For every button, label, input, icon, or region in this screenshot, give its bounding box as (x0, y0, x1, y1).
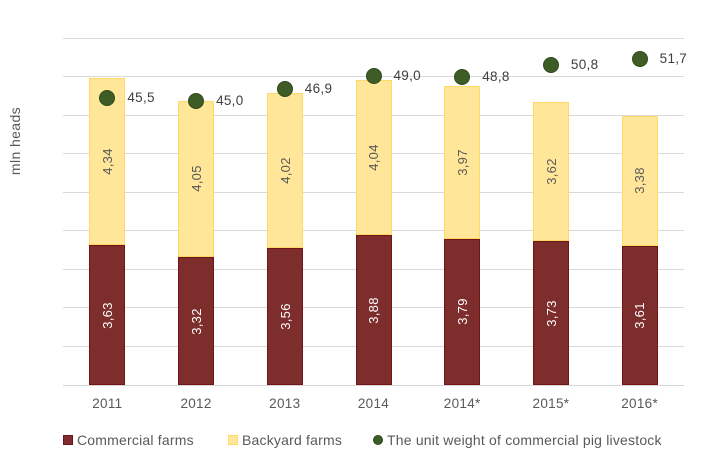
x-axis-line (63, 384, 684, 386)
legend-item-the-unit-weight-of-commercial-pig-livestock: The unit weight of commercial pig livest… (373, 431, 662, 449)
bar-segment-commercial-farms: 3,32 (178, 257, 215, 385)
bar-value-label: 3,97 (454, 149, 470, 176)
bar-value-label: 3,56 (277, 303, 293, 330)
bar-value-label-wrap: 3,73 (534, 242, 568, 384)
bar-segment-backyard-farms: 3,38 (621, 115, 658, 246)
unit-weight-value-label: 45,0 (216, 93, 244, 109)
bar-value-label-wrap: 3,32 (179, 258, 213, 384)
legend-square-swatch (228, 435, 238, 445)
unit-weight-value-label: 45,5 (127, 89, 155, 105)
bar-value-label-wrap: 3,63 (90, 246, 124, 384)
x-axis: 2011 2012 2013 2014 2014* 2015* 2016* (63, 385, 684, 415)
bar-value-label-wrap: 3,56 (268, 249, 302, 384)
bar-value-label-wrap: 3,79 (445, 240, 479, 384)
bar-value-label-wrap: 3,97 (445, 87, 479, 238)
bar-value-label-wrap: 4,02 (268, 94, 302, 247)
unit-weight-value-label: 51,7 (659, 50, 688, 66)
bar-value-label-wrap: 4,04 (357, 81, 391, 235)
bar-value-label-wrap: 3,62 (534, 103, 568, 241)
unit-weight-dot (365, 67, 382, 84)
legend-label: The unit weight of commercial pig livest… (387, 432, 662, 448)
unit-weight-dot (454, 69, 471, 86)
x-tick-label: 2012 (180, 396, 212, 411)
x-tick-label: 2014 (357, 396, 390, 411)
bar-value-label: 3,38 (632, 167, 648, 194)
unit-weight-value-label: 50,8 (570, 56, 599, 72)
bar-segment-backyard-farms: 3,97 (444, 85, 481, 239)
bar-value-label-wrap: 3,61 (623, 247, 657, 384)
bar-value-label: 4,05 (188, 165, 204, 193)
legend-item-backyard-farms: Backyard farms (228, 431, 342, 449)
unit-weight-dot (276, 81, 293, 98)
bar-segment-backyard-farms: 3,62 (532, 101, 569, 242)
bar-segment-commercial-farms: 3,73 (532, 241, 569, 385)
legend-item-commercial-farms: Commercial farms (63, 431, 194, 449)
bar-value-label: 4,02 (277, 156, 293, 184)
bar-segment-backyard-farms: 4,04 (355, 79, 392, 236)
unit-weight-value-label: 46,9 (304, 81, 333, 97)
bar-segment-commercial-farms: 3,79 (444, 238, 481, 385)
legend-label: Commercial farms (77, 432, 194, 448)
bar-value-label: 3,61 (632, 302, 648, 329)
unit-weight-dot (631, 50, 648, 67)
bar-value-label: 3,73 (543, 299, 559, 327)
bar-value-label: 3,62 (543, 158, 559, 185)
bar-value-label: 3,63 (99, 301, 115, 329)
bar-segment-commercial-farms: 3,88 (355, 235, 392, 385)
unit-weight-value-label: 49,0 (393, 67, 421, 83)
legend: Commercial farms Backyard farms The unit w… (0, 431, 704, 451)
unit-weight-value-label: 48,8 (482, 69, 510, 85)
x-tick-label: 2015* (532, 396, 570, 411)
x-tick-label: 2014* (443, 396, 481, 411)
bar-segment-commercial-farms: 3,56 (266, 247, 303, 385)
bar-segment-commercial-farms: 3,63 (89, 245, 126, 385)
bar-value-label: 4,04 (365, 144, 381, 171)
unit-weight-dot (188, 93, 205, 110)
plot-area: 3,63 4,34 45,5 3,32 4,05 45,0 3,56 4,02 46,9 3,88… (63, 37, 688, 386)
bar-segment-commercial-farms: 3,61 (621, 245, 658, 385)
legend-label: Backyard farms (242, 432, 343, 448)
legend-square-swatch (63, 435, 73, 445)
x-tick-label: 2013 (269, 396, 301, 411)
bar-value-label: 3,79 (454, 298, 470, 326)
legend-circle-swatch (373, 435, 383, 445)
unit-weight-dot (542, 56, 559, 73)
bar-value-label-wrap: 3,38 (623, 117, 657, 245)
bar-segment-backyard-farms: 4,02 (266, 92, 303, 248)
x-tick-label: 2011 (92, 396, 123, 411)
y-axis-title: mln heads (7, 106, 23, 176)
bar-value-label-wrap: 3,88 (357, 236, 391, 384)
bar-value-label: 3,32 (188, 307, 204, 335)
bar-segment-backyard-farms: 4,05 (178, 100, 215, 257)
unit-weight-dot (99, 89, 116, 106)
bar-value-label-wrap: 4,05 (179, 102, 213, 256)
gridline (63, 37, 684, 39)
bar-value-label: 3,88 (365, 296, 381, 324)
x-tick-label: 2016* (621, 396, 659, 411)
bar-value-label: 4,34 (99, 148, 115, 175)
